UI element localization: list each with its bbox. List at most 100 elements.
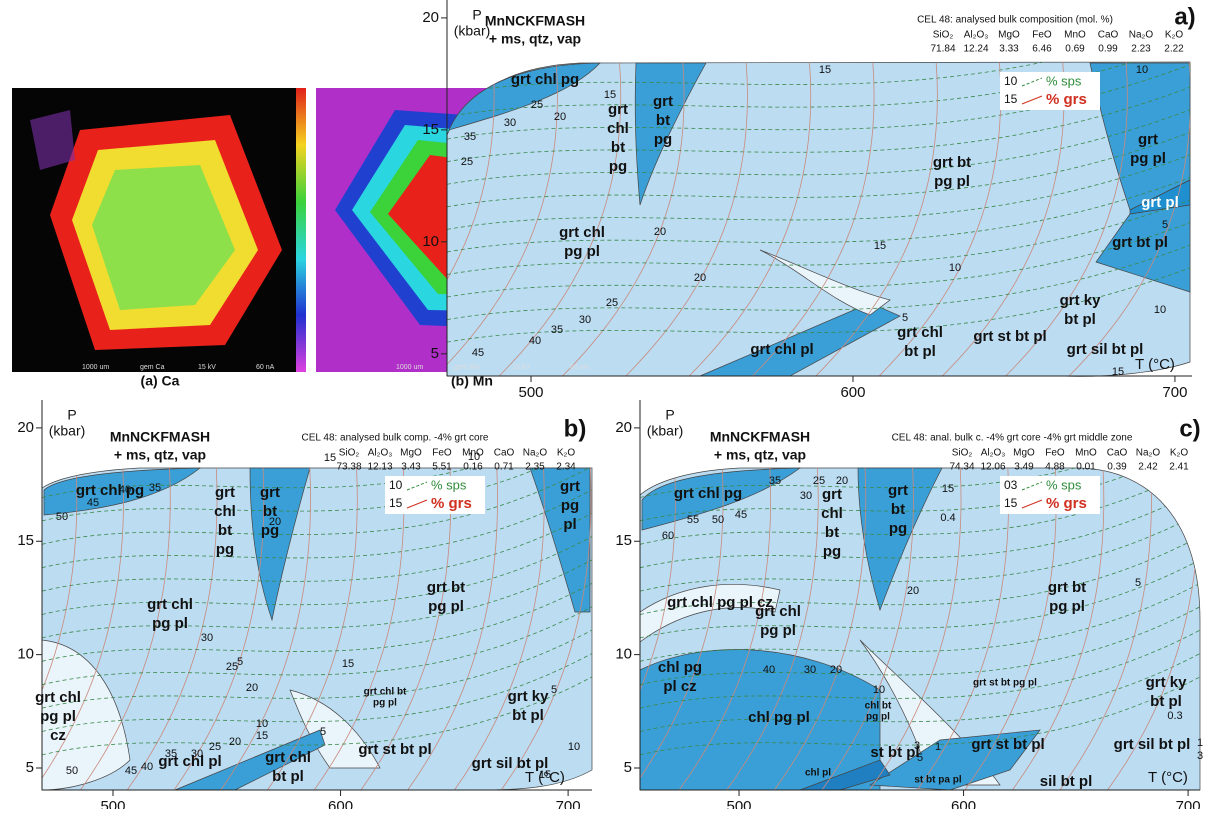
y-tick-label: 20 — [422, 9, 439, 26]
field-label: grt bt — [1048, 579, 1086, 596]
oxide-value: 12.24 — [963, 44, 988, 55]
legend-key: 15 — [1004, 92, 1018, 106]
composition-title: CEL 48: analysed bulk composition (mol. … — [917, 15, 1113, 26]
oxide-value: 5.51 — [432, 462, 452, 473]
grs-isopleth — [774, 468, 867, 790]
grs-isopleth — [447, 62, 558, 377]
grs-isopleth — [916, 468, 1010, 790]
oxide: MnO — [1075, 448, 1097, 459]
sps-isopleth — [42, 676, 592, 756]
legend-key: 15 — [1004, 496, 1018, 510]
sps-isopleth — [447, 221, 1190, 298]
oxide-value: 0.01 — [1076, 462, 1096, 473]
isopleth-label: 40 — [763, 664, 775, 676]
isopleth-label: 10 — [568, 741, 580, 753]
grs-isopleth — [407, 468, 498, 790]
isopleth-label: 0.4 — [940, 512, 955, 524]
oxide: Na₂O — [1136, 448, 1161, 459]
oxide-value: 4.88 — [1045, 462, 1065, 473]
isopleth-label: 35 — [464, 131, 476, 143]
oxide: CaO — [1098, 30, 1119, 41]
x-tick-label: 700 — [556, 798, 581, 809]
field-label: grt st bt pg pl — [973, 678, 1037, 689]
isopleth-label: 45 — [125, 765, 137, 777]
isopleth-label: 30 — [804, 664, 816, 676]
grs-isopleth — [360, 468, 452, 790]
oxide-value: 2.41 — [1169, 462, 1189, 473]
grs-isopleth — [821, 468, 914, 790]
oxide: Al₂O₃ — [964, 30, 989, 41]
isopleth-label: 40 — [529, 335, 541, 347]
grs-isopleth — [815, 62, 938, 377]
oxide-value: 12.13 — [367, 462, 392, 473]
isopleth-label: 15 — [539, 769, 551, 781]
y-tick-label: 10 — [615, 646, 632, 663]
field-label: cz — [50, 727, 66, 744]
legend-swatch — [406, 481, 428, 491]
field-label: grt chl — [755, 603, 801, 620]
oxide: FeO — [1045, 448, 1065, 459]
isopleth-label: 20 — [694, 272, 706, 284]
x-label: T (°C) — [1135, 356, 1175, 373]
sps-isopleth — [42, 512, 592, 592]
field-label: grt — [822, 486, 842, 503]
sps-isopleth — [640, 653, 1200, 732]
isopleth-label: 30 — [800, 490, 812, 502]
field-label: chl — [214, 503, 236, 520]
isopleth-label: 30 — [504, 117, 516, 129]
oxide-value: 2.35 — [525, 462, 545, 473]
y-tick-label: 15 — [422, 121, 439, 138]
isopleth-label: 35 — [551, 324, 563, 336]
isopleth-label: 30 — [201, 632, 213, 644]
grs-isopleth — [678, 468, 772, 790]
isopleth-label: 45 — [472, 347, 484, 359]
oxide: K₂O — [1165, 30, 1184, 41]
isopleth-label: 25 — [461, 156, 473, 168]
field-label: pg pl — [373, 698, 397, 709]
sps-isopleth — [640, 512, 1200, 592]
composition-title: CEL 48: anal. bulk c. -4% grt core -4% g… — [892, 433, 1133, 444]
isopleth-label: 45 — [735, 509, 747, 521]
isopleth-label: 25 — [226, 661, 238, 673]
grs-isopleth — [1068, 62, 1190, 377]
oxide-value: 0.39 — [1107, 462, 1127, 473]
legend-name: % grs — [1046, 495, 1087, 512]
scale-text: 60 nA — [256, 364, 275, 371]
field-label: pg pl — [40, 708, 76, 725]
x-tick-label: 500 — [519, 384, 544, 401]
oxide: SiO₂ — [339, 448, 360, 459]
x-tick-label: 500 — [100, 798, 125, 809]
sps-isopleth — [447, 131, 1190, 208]
field-label: pg pl — [934, 173, 970, 190]
field-label: bt — [891, 501, 905, 518]
legend-name: % sps — [1046, 477, 1082, 492]
sps-isopleth — [640, 489, 1200, 569]
field-label: pg — [609, 158, 627, 175]
field-label: sil bt pl — [1040, 773, 1093, 790]
isopleth-label: 3 — [914, 740, 920, 752]
grs-isopleth — [220, 468, 311, 790]
sps-isopleth — [447, 198, 1190, 275]
isopleth-label: 5 — [1162, 219, 1168, 231]
sps-isopleth — [640, 629, 1200, 709]
isopleth-label: 10 — [949, 262, 961, 274]
field-label: bt pl — [904, 343, 936, 360]
isopleth-label: 30 — [191, 748, 203, 760]
scale-text: 60 nA — [570, 364, 589, 371]
field-label: grt bt — [933, 154, 971, 171]
y-tick-label: 5 — [624, 759, 632, 776]
isopleth-label: 10 — [1136, 64, 1148, 76]
isopleth-label: 15 — [342, 658, 354, 670]
oxide-value: 0.69 — [1065, 44, 1085, 55]
field-label: grt — [888, 482, 908, 499]
isopleth-label: 30 — [579, 314, 591, 326]
y-tick-label: 15 — [17, 532, 34, 549]
sps-isopleth — [42, 559, 592, 639]
grs-isopleth — [173, 468, 265, 790]
field-label: pg — [889, 520, 907, 537]
map-ca — [12, 88, 306, 372]
sps-isopleth — [42, 629, 592, 709]
grs-isopleth — [562, 62, 685, 377]
y-tick-label: 15 — [615, 532, 632, 549]
isopleth-label: 35 — [165, 748, 177, 760]
